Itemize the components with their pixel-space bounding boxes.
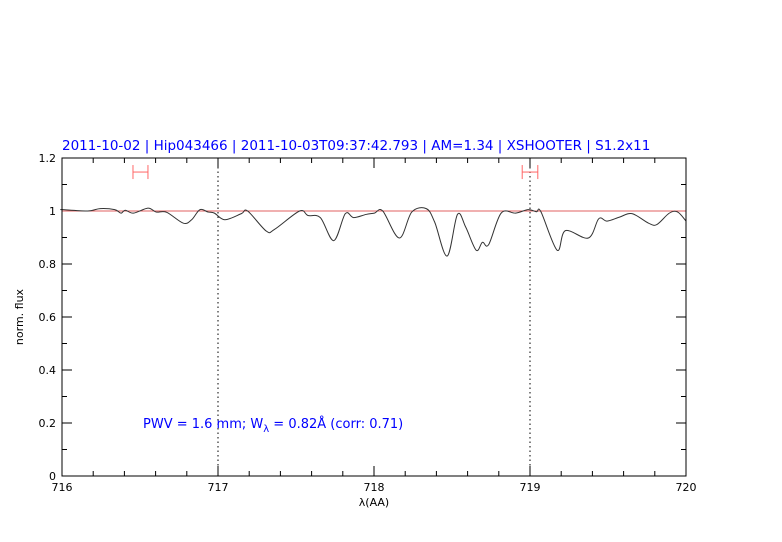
y-tick-label: 0.4	[39, 364, 57, 377]
y-tick-label: 0.8	[39, 258, 57, 271]
annotation-prefix: PWV = 1.6 mm; W	[143, 417, 263, 432]
x-tick-label: 719	[520, 481, 541, 494]
spectrum-line	[60, 207, 687, 257]
x-tick-label: 718	[364, 481, 385, 494]
pwv-annotation: PWV = 1.6 mm; Wλ = 0.82Å (corr: 0.71)	[143, 416, 403, 435]
plot-frame	[61, 157, 687, 477]
y-tick-label: 0.2	[39, 417, 57, 430]
y-tick-label: 1	[49, 205, 56, 218]
annotation-suffix: = 0.82Å (corr: 0.71)	[269, 416, 403, 432]
x-tick-label: 716	[52, 481, 73, 494]
markers	[62, 158, 686, 476]
y-tick-label: 0	[49, 470, 56, 483]
x-tick-label: 717	[208, 481, 229, 494]
y-tick-label: 0.6	[39, 311, 57, 324]
chart-title: 2011-10-02 | Hip043466 | 2011-10-03T09:3…	[62, 138, 650, 154]
x-tick-label: 720	[676, 481, 697, 494]
annotation-subscript: λ	[263, 424, 269, 435]
x-axis-label: λ(AA)	[359, 496, 389, 509]
y-axis-label: norm. flux	[13, 288, 26, 345]
axis-ticks: 716 717 718 719 720 0 0.2 0.4 0.6 0.8 1 1.2	[39, 152, 697, 494]
y-tick-label: 1.2	[39, 152, 57, 165]
